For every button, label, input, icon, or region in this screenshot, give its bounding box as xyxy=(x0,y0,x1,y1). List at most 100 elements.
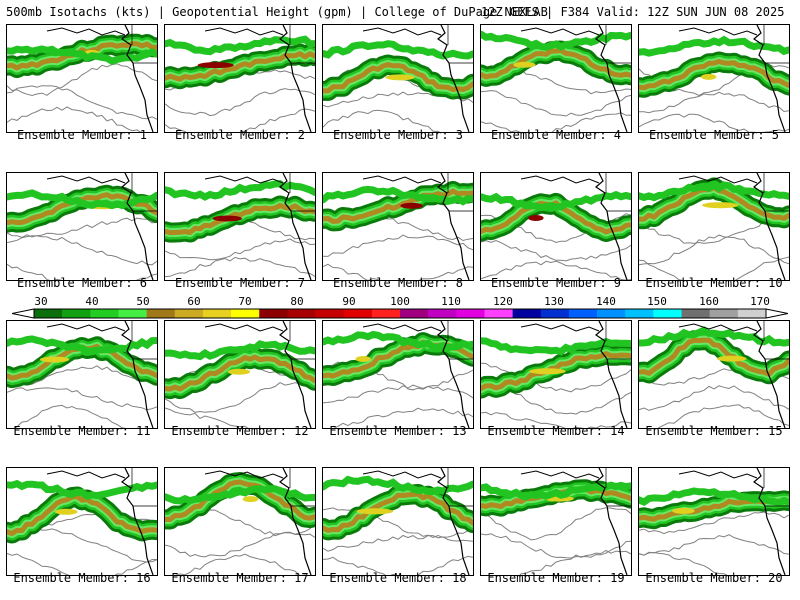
ensemble-member-label: Ensemble Member: 17 xyxy=(171,571,309,585)
height-contour xyxy=(323,384,473,404)
ensemble-map-2 xyxy=(165,25,315,132)
isotach-band xyxy=(165,354,315,392)
isotach-band-secondary xyxy=(323,330,473,352)
ensemble-panel-4 xyxy=(480,24,632,133)
ensemble-map-5 xyxy=(639,25,789,132)
colorbar-tick-label: 150 xyxy=(647,295,667,308)
coastline-north xyxy=(678,470,758,479)
height-contour xyxy=(323,234,473,257)
isotach-band xyxy=(639,59,789,91)
height-contour xyxy=(7,85,157,120)
colorbar-tick-label: 140 xyxy=(596,295,616,308)
height-contour xyxy=(519,549,631,575)
jet-core xyxy=(242,496,259,503)
political-border xyxy=(763,321,789,360)
political-border xyxy=(447,25,473,64)
height-contour xyxy=(639,385,789,411)
political-border xyxy=(447,173,473,212)
jet-core xyxy=(197,62,234,69)
coastline xyxy=(595,321,628,428)
colorbar-swatch xyxy=(118,309,147,318)
height-contour xyxy=(657,404,789,428)
coastline-north xyxy=(46,175,126,184)
isotach-band xyxy=(165,479,315,522)
height-contour xyxy=(639,91,789,114)
isotach-band-secondary xyxy=(481,190,631,212)
coastline-north xyxy=(362,470,442,479)
colorbar-swatch xyxy=(625,309,654,318)
coastline-north xyxy=(678,323,758,332)
colorbar-swatch xyxy=(315,309,344,318)
height-contour xyxy=(639,256,789,280)
height-contour xyxy=(639,534,789,556)
ensemble-panel-5 xyxy=(638,24,790,133)
ensemble-map-16 xyxy=(7,468,157,575)
height-contour xyxy=(323,263,473,280)
isotach-band xyxy=(7,494,157,536)
colorbar-tick-label: 120 xyxy=(493,295,513,308)
height-contour xyxy=(7,63,157,97)
colorbar-tick-label: 160 xyxy=(699,295,719,308)
height-contour xyxy=(481,260,631,280)
ensemble-member-label: Ensemble Member: 18 xyxy=(329,571,467,585)
isotach-band-secondary xyxy=(7,189,157,210)
colorbar-tick-label: 110 xyxy=(441,295,461,308)
ensemble-member-label: Ensemble Member: 8 xyxy=(332,276,464,290)
coastline-north xyxy=(678,175,758,184)
ensemble-panel-3 xyxy=(322,24,474,133)
ensemble-member-label: Ensemble Member: 12 xyxy=(171,424,309,438)
ensemble-panel-19 xyxy=(480,467,632,576)
height-contour xyxy=(639,113,789,132)
ensemble-map-19 xyxy=(481,468,631,575)
colorbar-swatch xyxy=(231,309,260,318)
ensemble-member-label: Ensemble Member: 3 xyxy=(332,128,464,142)
map-header: 500mb Isotachs (kts) | Geopotential Heig… xyxy=(0,0,800,24)
height-contour xyxy=(7,235,157,266)
colorbar-swatch xyxy=(287,309,316,318)
ensemble-member-label: Ensemble Member: 15 xyxy=(645,424,783,438)
isotach-band-secondary xyxy=(323,40,473,60)
colorbar-right-arrow xyxy=(765,308,789,319)
ensemble-panel-2 xyxy=(164,24,316,133)
product-title: 500mb Isotachs (kts) | Geopotential Heig… xyxy=(6,5,548,19)
colorbar-swatch xyxy=(90,309,119,318)
colorbar-tick-label: 30 xyxy=(34,295,48,308)
isotach-band xyxy=(165,203,315,236)
colorbar-swatch xyxy=(174,309,204,318)
colorbar-left-arrow xyxy=(11,308,35,319)
ensemble-member-label: Ensemble Member: 7 xyxy=(174,276,306,290)
height-contour xyxy=(7,217,157,238)
ensemble-panel-14 xyxy=(480,320,632,429)
ensemble-member-label: Ensemble Member: 2 xyxy=(174,128,306,142)
coastline-north xyxy=(46,323,126,332)
coastline-north xyxy=(204,175,284,184)
ensemble-map-6 xyxy=(7,173,157,280)
ensemble-map-1 xyxy=(7,25,157,132)
ensemble-map-18 xyxy=(323,468,473,575)
colorbar-tick-label: 60 xyxy=(187,295,201,308)
isotach-band xyxy=(481,200,631,235)
height-contour xyxy=(323,534,473,552)
ensemble-panel-18 xyxy=(322,467,474,576)
isotach-band xyxy=(481,48,631,80)
political-border xyxy=(131,25,157,64)
height-contour xyxy=(323,109,441,132)
height-contour xyxy=(323,507,473,539)
jet-core xyxy=(385,74,415,81)
jet-core xyxy=(212,215,242,222)
jet-core xyxy=(702,202,739,209)
height-contour xyxy=(639,234,789,266)
colorbar-swatch xyxy=(371,309,401,318)
height-contour xyxy=(639,511,789,535)
colorbar-tick-label: 50 xyxy=(136,295,150,308)
colorbar-swatch xyxy=(512,309,542,318)
height-contour xyxy=(481,239,631,262)
ensemble-member-label: Ensemble Member: 5 xyxy=(648,128,780,142)
isotach-band xyxy=(639,337,789,377)
height-contour xyxy=(165,256,315,278)
isotach-band-secondary xyxy=(7,335,157,355)
political-border xyxy=(447,321,473,360)
jet-core xyxy=(513,61,536,68)
coastline-north xyxy=(520,27,600,36)
ensemble-map-9 xyxy=(481,173,631,280)
